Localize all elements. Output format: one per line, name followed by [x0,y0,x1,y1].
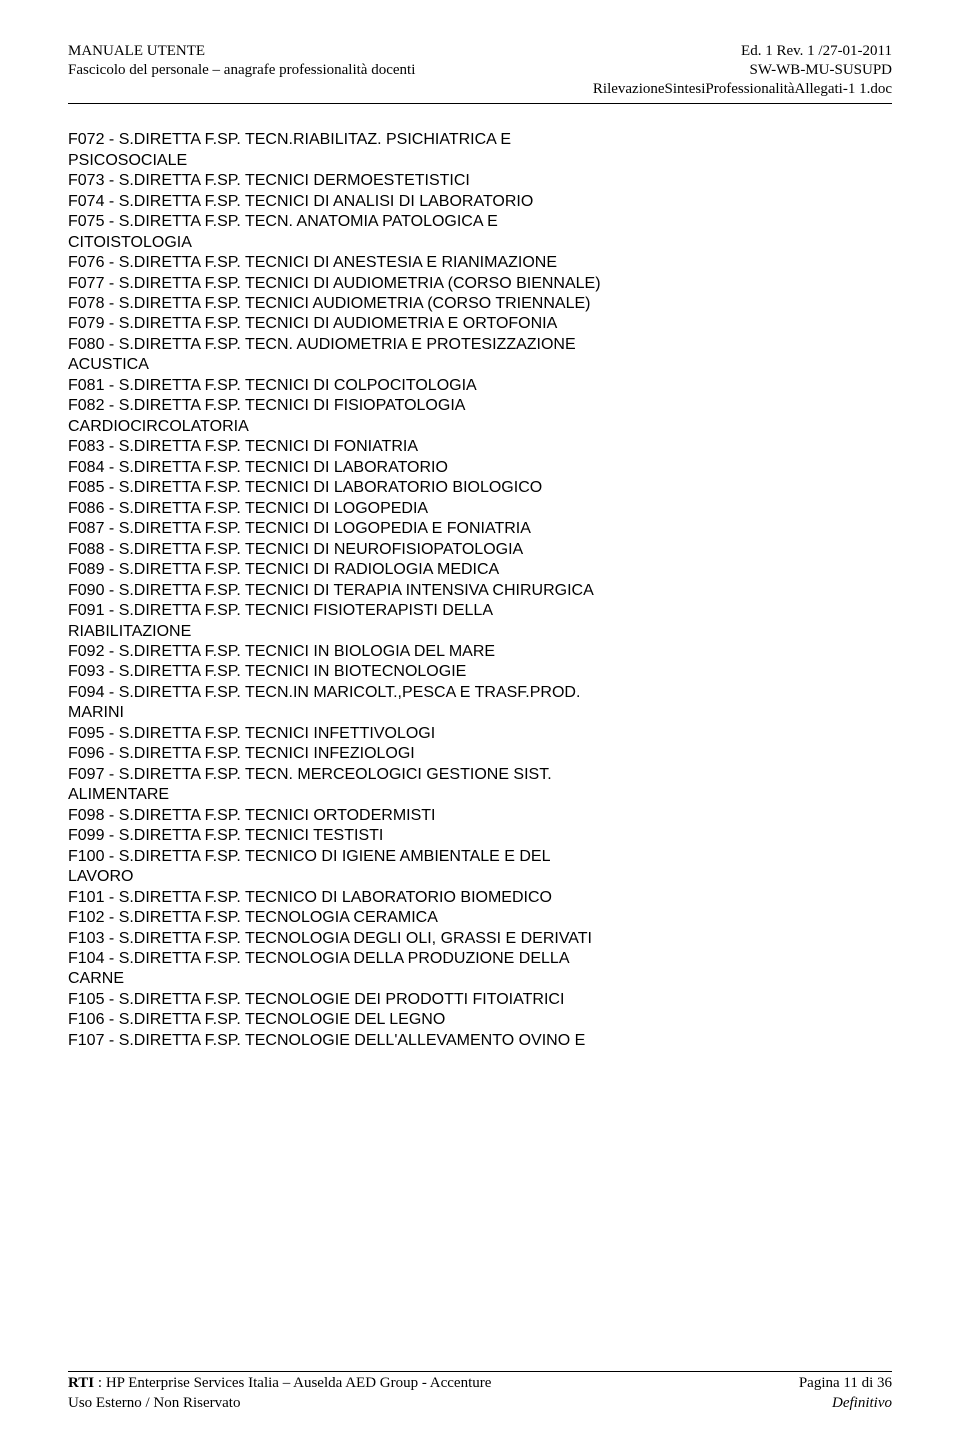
body-line: ALIMENTARE [68,785,892,805]
header-title: MANUALE UTENTE [68,42,415,61]
footer-classification: Uso Esterno / Non Riservato [68,1394,240,1414]
body-line: F097 - S.DIRETTA F.SP. TECN. MERCEOLOGIC… [68,765,892,785]
body-line: CARDIOCIRCOLATORIA [68,417,892,437]
document-page: MANUALE UTENTE Fascicolo del personale –… [0,0,960,1093]
page-footer: RTI : HP Enterprise Services Italia – Au… [68,1371,892,1413]
body-line: F074 - S.DIRETTA F.SP. TECNICI DI ANALIS… [68,192,892,212]
body-line: F085 - S.DIRETTA F.SP. TECNICI DI LABORA… [68,478,892,498]
header-edition: Ed. 1 Rev. 1 /27-01-2011 [593,42,892,61]
body-line: F083 - S.DIRETTA F.SP. TECNICI DI FONIAT… [68,437,892,457]
body-line: F075 - S.DIRETTA F.SP. TECN. ANATOMIA PA… [68,212,892,232]
body-line: F100 - S.DIRETTA F.SP. TECNICO DI IGIENE… [68,847,892,867]
body-line: F099 - S.DIRETTA F.SP. TECNICI TESTISTI [68,826,892,846]
footer-rti: RTI : HP Enterprise Services Italia – Au… [68,1374,491,1394]
footer-rti-label: RTI [68,1375,94,1391]
body-line: ACUSTICA [68,355,892,375]
header-right-block: Ed. 1 Rev. 1 /27-01-2011 SW-WB-MU-SUSUPD… [593,42,892,98]
body-line: F073 - S.DIRETTA F.SP. TECNICI DERMOESTE… [68,171,892,191]
body-line: F106 - S.DIRETTA F.SP. TECNOLOGIE DEL LE… [68,1010,892,1030]
header-code: SW-WB-MU-SUSUPD [593,61,892,80]
document-body: F072 - S.DIRETTA F.SP. TECN.RIABILITAZ. … [68,130,892,1051]
body-line: F081 - S.DIRETTA F.SP. TECNICI DI COLPOC… [68,376,892,396]
body-line: F104 - S.DIRETTA F.SP. TECNOLOGIA DELLA … [68,949,892,969]
body-line: F105 - S.DIRETTA F.SP. TECNOLOGIE DEI PR… [68,990,892,1010]
body-line: F098 - S.DIRETTA F.SP. TECNICI ORTODERMI… [68,806,892,826]
body-line: F087 - S.DIRETTA F.SP. TECNICI DI LOGOPE… [68,519,892,539]
footer-row-1: RTI : HP Enterprise Services Italia – Au… [68,1374,892,1394]
footer-divider [68,1371,892,1372]
body-line: PSICOSOCIALE [68,151,892,171]
body-line: CARNE [68,969,892,989]
footer-status: Definitivo [832,1394,892,1414]
body-line: F078 - S.DIRETTA F.SP. TECNICI AUDIOMETR… [68,294,892,314]
body-line: F094 - S.DIRETTA F.SP. TECN.IN MARICOLT.… [68,683,892,703]
body-line: F095 - S.DIRETTA F.SP. TECNICI INFETTIVO… [68,724,892,744]
body-line: F086 - S.DIRETTA F.SP. TECNICI DI LOGOPE… [68,499,892,519]
header-subtitle: Fascicolo del personale – anagrafe profe… [68,61,415,80]
body-line: F088 - S.DIRETTA F.SP. TECNICI DI NEUROF… [68,540,892,560]
header-left-block: MANUALE UTENTE Fascicolo del personale –… [68,42,415,98]
body-line: F107 - S.DIRETTA F.SP. TECNOLOGIE DELL'A… [68,1031,892,1051]
body-line: F090 - S.DIRETTA F.SP. TECNICI DI TERAPI… [68,581,892,601]
body-line: F079 - S.DIRETTA F.SP. TECNICI DI AUDIOM… [68,314,892,334]
footer-rti-text: : HP Enterprise Services Italia – Auseld… [94,1375,491,1391]
body-line: F076 - S.DIRETTA F.SP. TECNICI DI ANESTE… [68,253,892,273]
body-line: F082 - S.DIRETTA F.SP. TECNICI DI FISIOP… [68,396,892,416]
body-line: F080 - S.DIRETTA F.SP. TECN. AUDIOMETRIA… [68,335,892,355]
body-line: F077 - S.DIRETTA F.SP. TECNICI DI AUDIOM… [68,274,892,294]
body-line: MARINI [68,703,892,723]
body-line: F089 - S.DIRETTA F.SP. TECNICI DI RADIOL… [68,560,892,580]
body-line: RIABILITAZIONE [68,622,892,642]
footer-row-2: Uso Esterno / Non Riservato Definitivo [68,1394,892,1414]
body-line: F093 - S.DIRETTA F.SP. TECNICI IN BIOTEC… [68,662,892,682]
header-divider [68,103,892,104]
header-filename: RilevazioneSintesiProfessionalitàAllegat… [593,80,892,99]
page-header: MANUALE UTENTE Fascicolo del personale –… [68,42,892,101]
body-line: F092 - S.DIRETTA F.SP. TECNICI IN BIOLOG… [68,642,892,662]
body-line: F096 - S.DIRETTA F.SP. TECNICI INFEZIOLO… [68,744,892,764]
body-line: F072 - S.DIRETTA F.SP. TECN.RIABILITAZ. … [68,130,892,150]
body-line: F102 - S.DIRETTA F.SP. TECNOLOGIA CERAMI… [68,908,892,928]
footer-page-number: Pagina 11 di 36 [799,1374,892,1394]
body-line: F084 - S.DIRETTA F.SP. TECNICI DI LABORA… [68,458,892,478]
body-line: F091 - S.DIRETTA F.SP. TECNICI FISIOTERA… [68,601,892,621]
body-line: F101 - S.DIRETTA F.SP. TECNICO DI LABORA… [68,888,892,908]
body-line: F103 - S.DIRETTA F.SP. TECNOLOGIA DEGLI … [68,929,892,949]
body-line: LAVORO [68,867,892,887]
body-line: CITOISTOLOGIA [68,233,892,253]
